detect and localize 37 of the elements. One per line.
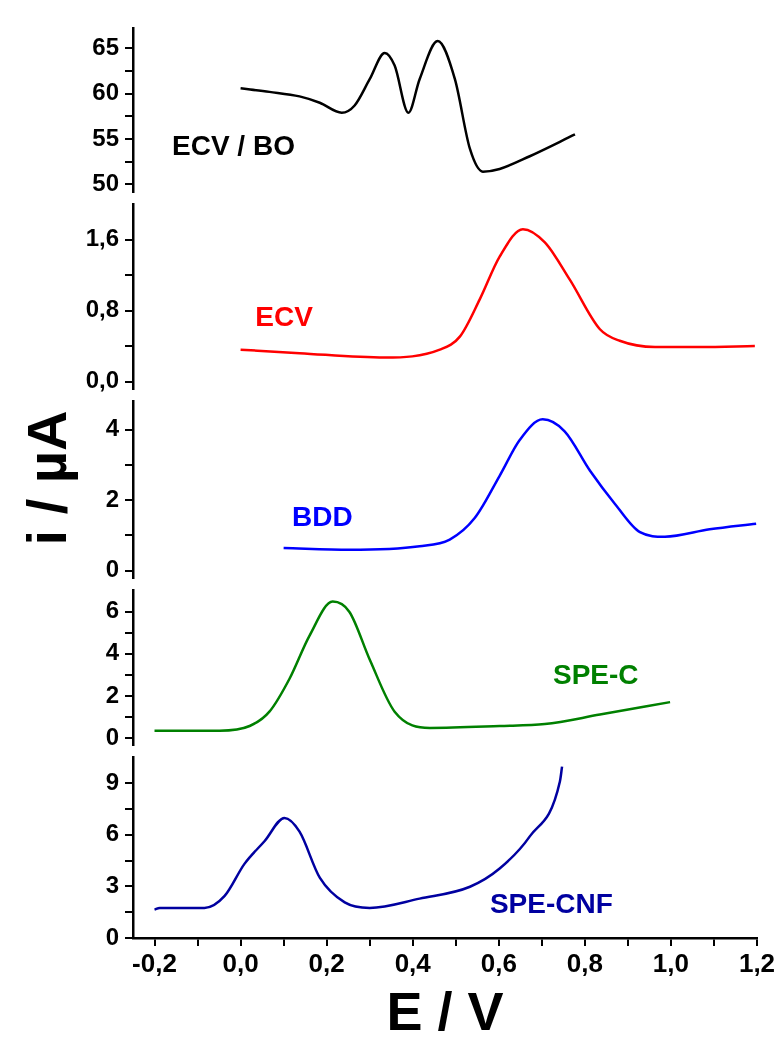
- y-tick-label: 4: [105, 638, 120, 666]
- line-series: [239, 39, 577, 173]
- y-tick-label: 0,0: [85, 366, 119, 394]
- y-tick-label: 0: [105, 555, 119, 583]
- x-tick-label: 0,0: [222, 947, 259, 978]
- line-series: [239, 227, 757, 359]
- x-axis-title: E / V: [386, 981, 504, 1042]
- y-tick-label: 3: [105, 871, 119, 899]
- y-tick-label: 0: [105, 922, 119, 950]
- y-tick-label: 60: [92, 78, 119, 106]
- x-tick-label: 1,0: [652, 947, 690, 978]
- series-label: ECV: [255, 301, 314, 333]
- y-axis-title: i / µA: [13, 410, 79, 546]
- x-tick-label: 1,2: [738, 947, 776, 978]
- y-tick-label: 9: [105, 767, 119, 795]
- y-tick-label: 2: [105, 680, 119, 708]
- y-tick-label: 0: [105, 722, 119, 750]
- x-tick-label: 0,4: [394, 947, 432, 978]
- y-tick-label: 1,6: [85, 224, 119, 252]
- y-tick-label: 2: [105, 484, 119, 512]
- line-series: [282, 418, 757, 552]
- series-label: SPE-CNF: [489, 888, 613, 920]
- y-tick-label: 50: [92, 168, 119, 196]
- x-tick-label: 0,8: [566, 947, 603, 978]
- x-tick-label: -0,2: [132, 947, 177, 978]
- y-tick-label: 0,8: [85, 295, 119, 323]
- x-tick-label: 0,6: [480, 947, 517, 978]
- y-tick-label: 6: [105, 819, 119, 847]
- y-tick-label: 65: [92, 32, 119, 60]
- line-series: [153, 600, 672, 732]
- series-label: ECV / BO: [172, 130, 295, 162]
- y-tick-label: 55: [92, 123, 119, 151]
- y-tick-label: 6: [105, 596, 119, 624]
- series-label: BDD: [292, 501, 353, 533]
- series-label: SPE-C: [552, 659, 639, 691]
- x-tick-label: 0,2: [308, 947, 345, 978]
- y-tick-label: 4: [105, 414, 120, 442]
